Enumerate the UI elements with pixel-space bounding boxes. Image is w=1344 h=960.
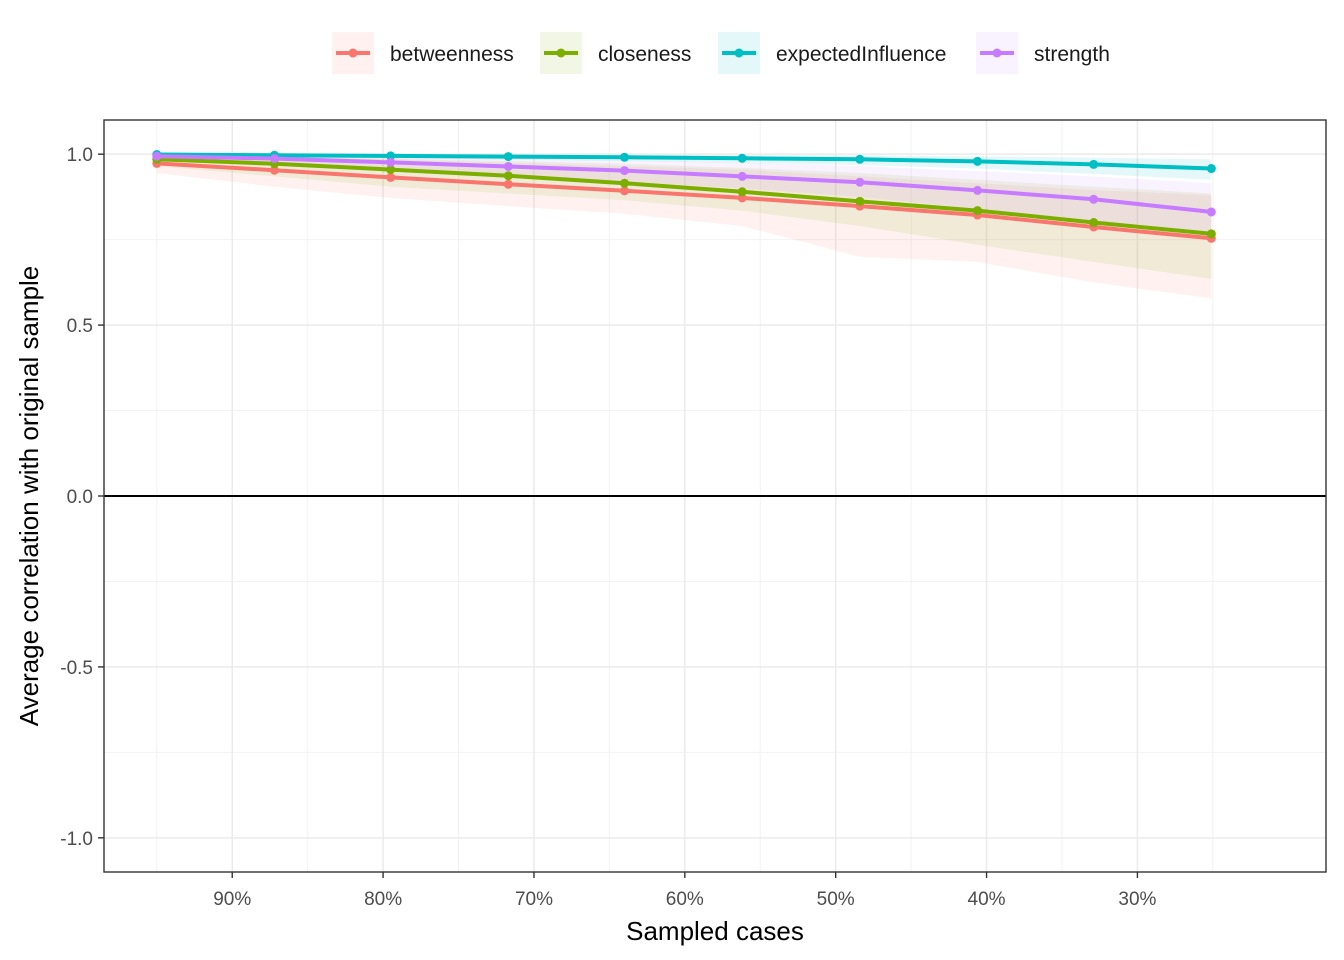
data-point-expectedInfluence	[619, 152, 629, 162]
data-point-strength	[386, 157, 396, 167]
data-point-strength	[503, 161, 513, 171]
legend-label-betweenness: betweenness	[390, 43, 514, 66]
data-point-expectedInfluence	[737, 153, 747, 163]
series-line-strength	[154, 154, 1214, 214]
x-tick-label: 50%	[817, 889, 855, 910]
legend-label-strength: strength	[1034, 43, 1110, 66]
x-tick-label: 70%	[515, 889, 553, 910]
ribbon-betweenness	[156, 155, 1212, 299]
x-axis: 90% 80% 70% 60% 50% 40% 30%	[213, 872, 1157, 910]
data-point-strength	[619, 166, 629, 176]
x-axis-title: Sampled cases	[626, 916, 804, 946]
series-line-betweenness	[154, 161, 1214, 241]
data-point-closeness	[855, 196, 865, 206]
data-point-betweenness	[386, 172, 396, 182]
legend-item-expectedInfluence: expectedInfluence	[718, 32, 946, 74]
data-point-strength	[855, 177, 865, 187]
legend-item-betweenness: betweenness	[332, 32, 514, 74]
data-point-expectedInfluence	[1089, 159, 1099, 169]
legend-key-point-closeness	[556, 48, 566, 58]
data-point-closeness	[386, 165, 396, 175]
data-point-closeness	[973, 206, 983, 216]
points	[152, 150, 1216, 243]
data-point-closeness	[737, 187, 747, 197]
data-point-strength	[737, 171, 747, 181]
series-line-expectedInfluence	[154, 152, 1214, 171]
ribbon-strength	[156, 154, 1212, 240]
x-tick-label: 40%	[968, 889, 1006, 910]
y-tick-label: -0.5	[60, 658, 93, 679]
data-point-expectedInfluence	[386, 151, 396, 161]
lines	[154, 152, 1214, 241]
legend-key-point-strength	[992, 48, 1002, 58]
data-point-expectedInfluence	[503, 152, 513, 162]
data-point-betweenness	[269, 165, 279, 175]
legend-key-point-expectedInfluence	[734, 48, 744, 58]
legend-item-closeness: closeness	[540, 32, 691, 74]
y-tick-label: 0.5	[67, 316, 93, 337]
y-tick-label: 1.0	[67, 145, 93, 166]
legend-key-point-betweenness	[348, 48, 358, 58]
data-point-expectedInfluence	[973, 156, 983, 166]
y-tick-label: 0.0	[67, 487, 93, 508]
data-point-strength	[152, 151, 162, 161]
data-point-betweenness	[619, 186, 629, 196]
data-point-strength	[1089, 194, 1099, 204]
legend-item-strength: strength	[976, 32, 1110, 74]
data-point-closeness	[1089, 218, 1099, 228]
y-axis-title: Average correlation with original sample	[14, 266, 44, 727]
x-tick-label: 60%	[666, 889, 704, 910]
series-line-closeness	[154, 157, 1214, 236]
x-tick-label: 80%	[364, 889, 402, 910]
data-point-expectedInfluence	[1206, 164, 1216, 174]
y-axis: 1.0 0.5 0.0 -0.5 -1.0	[60, 145, 104, 850]
data-point-closeness	[1206, 229, 1216, 239]
x-tick-label: 30%	[1118, 889, 1156, 910]
data-point-closeness	[619, 178, 629, 188]
y-tick-label: -1.0	[60, 829, 93, 850]
legend: betweenness closeness expectedInfluence str…	[332, 32, 1110, 74]
data-point-expectedInfluence	[855, 154, 865, 164]
legend-label-closeness: closeness	[598, 43, 691, 66]
ribbon-closeness	[156, 154, 1212, 279]
data-point-strength	[973, 185, 983, 195]
x-tick-label: 90%	[213, 889, 251, 910]
data-point-strength	[1206, 207, 1216, 217]
legend-label-expectedInfluence: expectedInfluence	[776, 43, 946, 66]
data-point-betweenness	[503, 179, 513, 189]
data-point-betweenness	[737, 193, 747, 203]
data-point-closeness	[503, 171, 513, 181]
data-point-strength	[269, 154, 279, 164]
